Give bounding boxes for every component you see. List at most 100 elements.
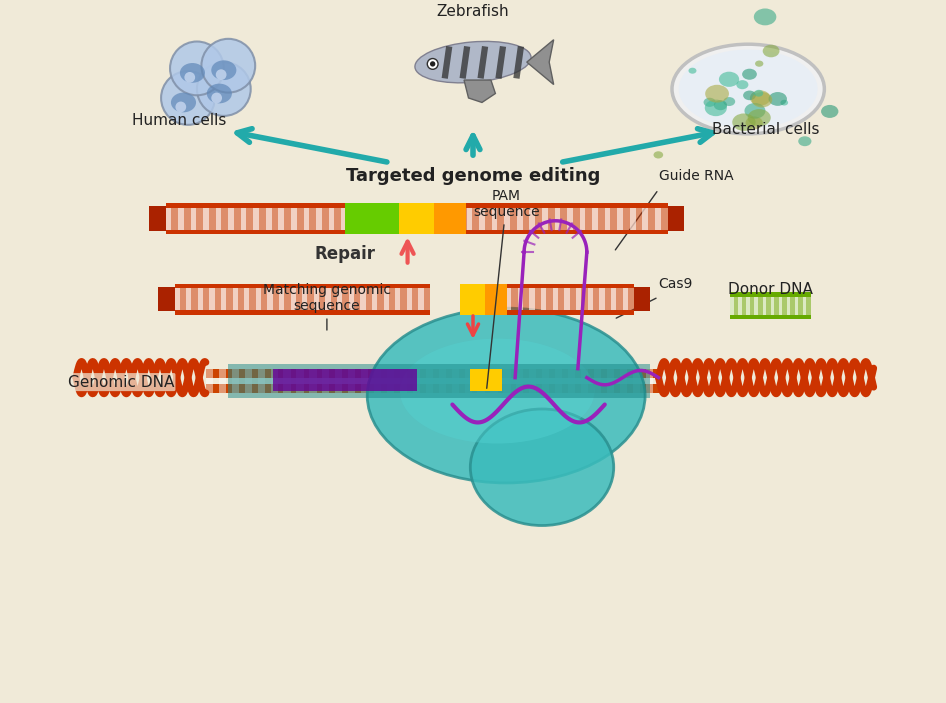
Circle shape: [175, 101, 186, 112]
Circle shape: [428, 58, 438, 70]
Bar: [191, 207, 197, 229]
Bar: [460, 283, 484, 315]
Bar: [668, 207, 684, 231]
Ellipse shape: [367, 308, 645, 483]
Bar: [460, 288, 635, 310]
Bar: [542, 368, 550, 393]
Bar: [209, 288, 215, 310]
Circle shape: [170, 41, 224, 96]
Bar: [198, 288, 203, 310]
Bar: [348, 368, 356, 393]
Bar: [221, 288, 226, 310]
Bar: [492, 207, 498, 229]
Text: Cas9: Cas9: [658, 277, 692, 291]
Bar: [454, 207, 460, 229]
Bar: [464, 368, 472, 393]
Bar: [429, 207, 435, 229]
Ellipse shape: [732, 113, 756, 131]
Ellipse shape: [768, 92, 787, 106]
Bar: [290, 288, 296, 310]
Bar: [342, 207, 347, 229]
Bar: [255, 288, 261, 310]
Bar: [372, 288, 377, 310]
Bar: [587, 288, 593, 310]
Bar: [392, 207, 397, 229]
Bar: [630, 207, 636, 229]
Bar: [345, 203, 398, 234]
Bar: [149, 207, 166, 231]
Bar: [779, 297, 782, 316]
Bar: [303, 288, 307, 310]
Bar: [273, 368, 416, 391]
Bar: [266, 207, 272, 229]
Bar: [219, 368, 226, 393]
Ellipse shape: [745, 117, 762, 129]
Bar: [271, 368, 278, 393]
Bar: [795, 297, 798, 316]
Bar: [470, 368, 501, 391]
Bar: [158, 287, 174, 311]
Bar: [323, 368, 329, 393]
Bar: [606, 368, 614, 393]
Bar: [503, 368, 511, 393]
Text: Genomic DNA: Genomic DNA: [67, 375, 174, 389]
Bar: [530, 288, 534, 310]
Bar: [328, 207, 334, 229]
Bar: [309, 368, 317, 393]
Bar: [495, 288, 499, 310]
Ellipse shape: [744, 91, 756, 101]
Bar: [174, 288, 430, 310]
Bar: [517, 368, 523, 393]
Bar: [166, 229, 668, 234]
Bar: [730, 297, 811, 316]
Bar: [592, 207, 598, 229]
Bar: [395, 288, 400, 310]
Ellipse shape: [754, 8, 777, 25]
Bar: [746, 297, 750, 316]
Bar: [460, 288, 464, 310]
Bar: [354, 207, 359, 229]
Bar: [174, 288, 180, 310]
Ellipse shape: [762, 45, 780, 58]
Bar: [174, 283, 430, 288]
Bar: [451, 368, 459, 393]
Bar: [241, 207, 247, 229]
Bar: [490, 368, 498, 393]
Bar: [530, 207, 535, 229]
Bar: [400, 368, 407, 393]
Text: Targeted genome editing: Targeted genome editing: [346, 167, 600, 185]
Bar: [482, 288, 488, 310]
Bar: [517, 207, 522, 229]
Bar: [335, 368, 342, 393]
Bar: [284, 368, 290, 393]
Bar: [278, 207, 284, 229]
Ellipse shape: [742, 69, 757, 79]
Bar: [174, 310, 430, 315]
Bar: [228, 207, 234, 229]
Bar: [466, 207, 472, 229]
Ellipse shape: [747, 109, 771, 127]
Bar: [166, 203, 668, 207]
Polygon shape: [464, 80, 496, 103]
Bar: [580, 207, 586, 229]
Bar: [216, 207, 221, 229]
Bar: [633, 368, 639, 393]
Ellipse shape: [745, 103, 765, 119]
Bar: [366, 207, 372, 229]
Bar: [529, 368, 536, 393]
Bar: [442, 46, 452, 79]
Bar: [496, 46, 506, 79]
Ellipse shape: [180, 63, 205, 83]
Bar: [416, 207, 422, 229]
Bar: [374, 368, 381, 393]
Bar: [618, 207, 623, 229]
Bar: [484, 283, 507, 315]
Bar: [232, 368, 239, 393]
Circle shape: [216, 70, 226, 80]
Bar: [254, 207, 259, 229]
Bar: [622, 288, 628, 310]
Text: Donor DNA: Donor DNA: [728, 282, 813, 297]
Bar: [203, 207, 209, 229]
Bar: [418, 288, 424, 310]
Bar: [244, 288, 250, 310]
